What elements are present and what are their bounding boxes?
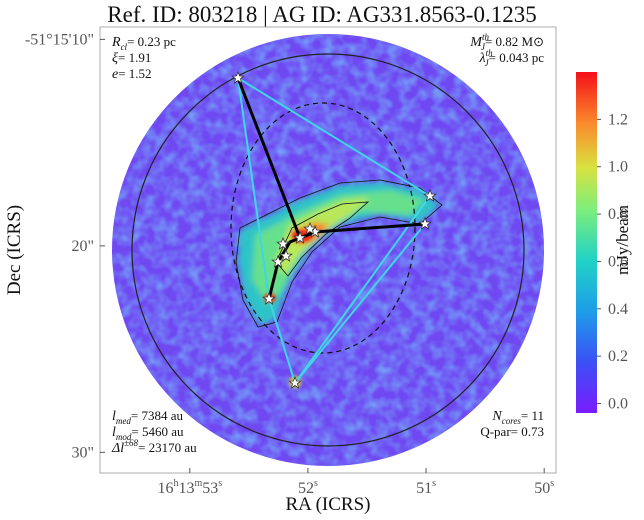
x-tick-label: 50s <box>534 478 554 497</box>
annotation-text: = 0.043 pc <box>489 50 545 65</box>
annotation-sup: th <box>486 48 494 58</box>
x-tick-label: 16h13m53s <box>157 478 222 497</box>
annotation-sup: ±68 <box>124 438 138 448</box>
annotation-sub: cores <box>502 416 522 426</box>
image <box>112 34 544 466</box>
annotation-sym: M <box>469 35 483 50</box>
annotation-text: = 0.82 M⊙ <box>485 34 544 49</box>
annotation-sym: ξ <box>112 51 118 66</box>
annotation-sym: Δl <box>111 441 124 456</box>
annotation-text: = 0.23 pc <box>127 34 176 49</box>
x-tick-label: 52s <box>298 478 318 497</box>
annotation: lmod= 5460 au <box>112 424 184 442</box>
annotation-sup: th <box>482 32 490 42</box>
annotation-text: = 5460 au <box>131 424 184 439</box>
y-tick-label: -51°15'10" <box>25 31 94 48</box>
colorbar-tick-label: 0.0 <box>608 396 628 413</box>
annotation-sub: med <box>116 416 131 426</box>
annotation: e= 1.52 <box>112 66 152 82</box>
annotation: Mth J= 0.82 M⊙ <box>469 32 544 52</box>
annotation-text: Q-par= 0.73 <box>480 424 544 439</box>
annotation-text: = 11 <box>521 408 544 423</box>
annotation-sub: cl <box>121 42 128 52</box>
chart-title: Ref. ID: 803218 | AG ID: AG331.8563-0.12… <box>107 2 536 27</box>
annotation: Ncores= 11 <box>491 408 544 426</box>
annotation: ξ= 1.91 <box>112 50 151 66</box>
y-tick-label: 20" <box>71 238 94 255</box>
annotation: lmed= 7384 au <box>112 408 183 426</box>
x-axis-label: RA (ICRS) <box>286 494 371 515</box>
annotation-sym: l <box>112 409 116 424</box>
annotation-sub: J <box>485 58 490 68</box>
colorbar-tick-label: 1.2 <box>608 111 628 128</box>
x-tick-label: 51s <box>416 478 436 497</box>
annotation-sym: N <box>491 409 502 424</box>
colorbar-tick-label: 0.8 <box>608 206 628 223</box>
annotation: λth J= 0.043 pc <box>479 48 545 68</box>
colorbar-tick-label: 1.0 <box>608 159 628 176</box>
colorbar-label: mJy/beam <box>613 205 632 275</box>
annotation-sub: mod <box>116 432 132 442</box>
annotation-text: = 1.52 <box>118 66 151 81</box>
annotation: Rcl= 0.23 pc <box>111 34 176 52</box>
plot-frame <box>99 26 557 474</box>
annotation-text: = 7384 au <box>131 408 184 423</box>
colorbar-tick-label: 0.2 <box>608 348 628 365</box>
annotation: Δl±68= 23170 au <box>111 438 197 456</box>
y-tick-label: 30" <box>71 444 94 461</box>
annotation-text: = 1.91 <box>118 50 151 65</box>
annotation-sub: J <box>481 42 486 52</box>
annotation-sym: λ <box>479 51 486 66</box>
annotation-sym: l <box>112 425 116 440</box>
colorbar <box>576 72 597 413</box>
annotation: Q-par= 0.73 <box>480 424 544 439</box>
annotation-sym: e <box>112 67 118 82</box>
colorbar-tick-label: 0.4 <box>608 301 628 318</box>
annotation-sym: R <box>111 35 121 50</box>
annotation-text: = 23170 au <box>138 440 197 455</box>
colorbar-tick-label: 0.6 <box>608 253 628 270</box>
y-axis-label: Dec (ICRS) <box>4 205 25 295</box>
